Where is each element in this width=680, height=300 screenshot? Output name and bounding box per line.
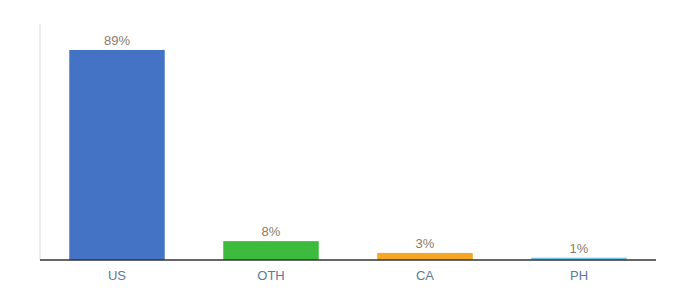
bar [69, 50, 164, 260]
chart-container: 89% 8% 3% 1% US OTH CA PH [0, 0, 680, 300]
bar [223, 241, 318, 260]
data-label: 89% [104, 33, 130, 48]
x-tick-label: US [108, 268, 126, 283]
x-tick-label: OTH [257, 268, 284, 283]
data-label: 3% [416, 236, 435, 251]
bars [69, 50, 626, 260]
data-label: 8% [262, 224, 281, 239]
x-tick-label: PH [570, 268, 588, 283]
bar [377, 253, 472, 260]
x-tick-label: CA [416, 268, 434, 283]
y-axis-line [40, 24, 41, 260]
x-axis-line [40, 259, 656, 261]
chart: 89% 8% 3% 1% US OTH CA PH [0, 0, 680, 300]
data-label: 1% [570, 241, 589, 256]
